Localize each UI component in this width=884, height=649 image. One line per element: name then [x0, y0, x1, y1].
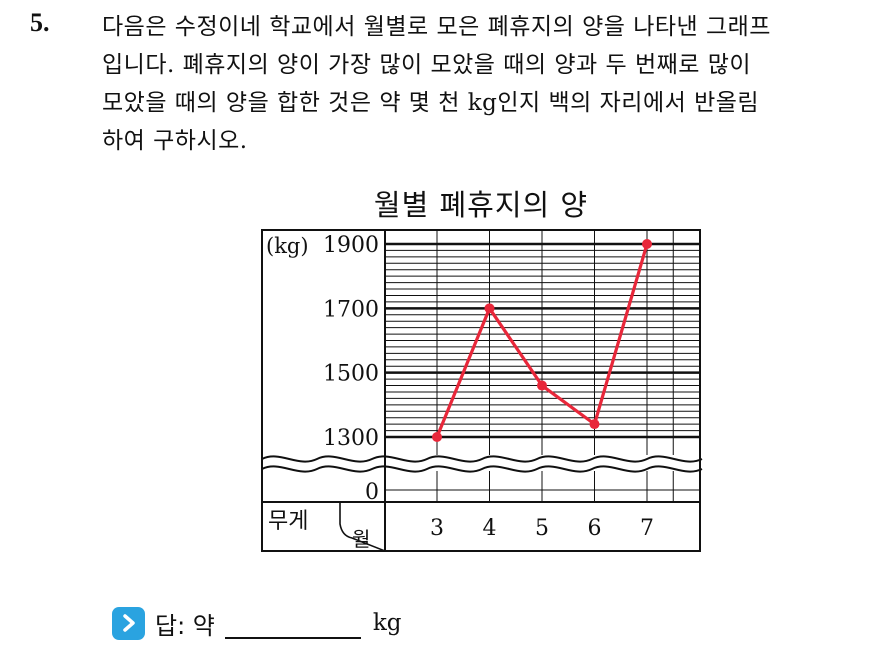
unit-label: (kg) — [266, 234, 309, 258]
chart-labels: (kg) 1900 1700 1500 1300 0 3 4 5 6 7 무게월 — [266, 233, 654, 551]
chart-series — [432, 239, 652, 442]
break-wave-bottom — [261, 465, 703, 473]
chart-border — [261, 229, 701, 552]
chart-frame — [261, 229, 701, 552]
question-number: 5. — [30, 8, 50, 37]
y-axis-title: 무게 — [268, 509, 308, 534]
data-point — [642, 239, 652, 249]
data-point — [432, 432, 442, 442]
y-tick-label: 1300 — [323, 426, 379, 451]
question-line: 모았을 때의 양을 합한 것은 약 몇 천 kg인지 백의 자리에서 반올림 — [102, 90, 760, 116]
data-point — [537, 380, 547, 391]
answer-unit: kg — [372, 610, 402, 636]
y-tick-label: 1900 — [323, 233, 379, 258]
axis-break — [261, 455, 703, 473]
chevron-right-icon — [112, 606, 145, 640]
x-axis-title: 월 — [352, 527, 370, 551]
answer-blank[interactable] — [224, 607, 361, 639]
data-point — [589, 419, 600, 430]
y-tick-label: 0 — [365, 480, 379, 505]
data-point — [484, 303, 495, 314]
x-tick-label: 4 — [483, 516, 497, 541]
y-tick-label: 1700 — [323, 297, 379, 322]
question-text: 다음은 수정이네 학교에서 월별로 모은 폐휴지의 양을 나타낸 그래프 입니다… — [102, 8, 862, 160]
x-tick-label: 7 — [640, 516, 654, 541]
x-tick-label: 5 — [535, 516, 549, 541]
chart-title: 월별 폐휴지의 양 — [373, 188, 589, 222]
question-line: 다음은 수정이네 학교에서 월별로 모은 폐휴지의 양을 나타낸 그래프 — [102, 14, 771, 40]
question-line: 입니다. 폐휴지의 양이 가장 많이 모았을 때의 양과 두 번째로 많이 — [102, 52, 752, 78]
answer-label: 답: 약 — [155, 611, 215, 640]
x-tick-label: 3 — [430, 516, 444, 541]
header-divider — [339, 502, 386, 552]
answer-row: 답: 약 kg — [112, 604, 402, 642]
x-tick-label: 6 — [588, 516, 602, 541]
question-line: 하여 구하시오. — [102, 128, 248, 154]
break-wave-top — [261, 455, 703, 463]
y-tick-label: 1500 — [323, 362, 379, 387]
